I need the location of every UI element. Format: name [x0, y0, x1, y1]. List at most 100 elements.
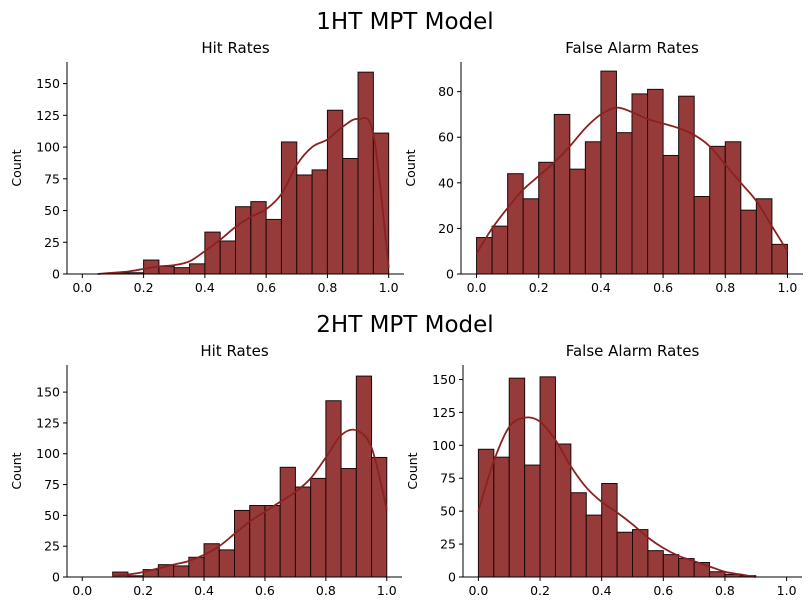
histogram-bar: [585, 514, 603, 578]
histogram-bar: [647, 550, 664, 578]
x-tick-label: 0.6: [255, 583, 275, 598]
histogram-bar: [219, 240, 236, 275]
x-tick-label: 0.2: [133, 583, 153, 598]
y-tick-label: 75: [440, 471, 456, 486]
histogram-bar: [508, 377, 526, 578]
y-tick-label: 50: [44, 203, 60, 218]
x-tick-label: 1.0: [777, 583, 797, 598]
histogram-bar: [311, 169, 328, 275]
panel-1ht-hit-rates: Hit Rates 0.0 0.2 0.4 0.6 0.8 1.0 0 25 50 75 100 125…: [9, 39, 404, 295]
x-tick-label: 0.2: [529, 280, 549, 295]
histogram-bar: [755, 198, 773, 275]
x-tick-label: 1.0: [778, 280, 798, 295]
histogram-bar: [647, 88, 664, 275]
histogram-bar: [265, 218, 282, 275]
y-tick-label: 100: [36, 446, 60, 461]
histogram-bar: [616, 531, 634, 578]
histogram-bar: [173, 267, 191, 275]
x-tick-label: 0.8: [317, 280, 337, 295]
histogram-bar: [357, 71, 374, 275]
histogram-bar: [584, 141, 602, 275]
y-tick-label: 125: [36, 415, 60, 430]
histogram-bar: [173, 565, 190, 578]
y-tick-label: 20: [438, 221, 454, 236]
histogram-bar: [553, 113, 571, 275]
x-tick-label: 0.4: [195, 280, 215, 295]
x-tick-label: 0.2: [134, 280, 154, 295]
histogram-bar: [189, 263, 206, 275]
y-tick-label: 60: [438, 130, 454, 145]
panel-title: False Alarm Rates: [566, 342, 700, 360]
y-tick-label: 150: [36, 385, 60, 400]
x-tick-label: 0.8: [715, 280, 735, 295]
histogram-bar: [280, 141, 298, 275]
y-tick-label: 75: [44, 477, 60, 492]
histogram-bar: [709, 571, 726, 578]
y-tick-label: 150: [432, 372, 456, 387]
kde-curve: [477, 416, 756, 578]
panel-1ht-false-alarm-rates: False Alarm Rates 0.0 0.2 0.4 0.6 0.8 1.0 0 20 40…: [403, 39, 803, 295]
histogram-bar: [491, 225, 509, 275]
y-tick-label: 0: [52, 267, 60, 282]
y-tick-label: 0: [446, 267, 454, 282]
histogram-bar: [693, 195, 711, 275]
y-tick-label: 80: [438, 84, 454, 99]
x-tick-label: 0.6: [653, 583, 673, 598]
kde-curve: [112, 428, 388, 577]
histogram-bar: [279, 466, 296, 578]
y-axis-label: Count: [9, 149, 24, 186]
histogram-bar: [600, 70, 617, 275]
y-axis-label: Count: [9, 452, 24, 489]
x-tick-label: 1.0: [379, 280, 399, 295]
x-tick-label: 0.0: [467, 280, 487, 295]
histogram-bar: [340, 468, 357, 578]
panel-title: False Alarm Rates: [565, 39, 699, 57]
chart-panels: Hit Rates 0.0 0.2 0.4 0.6 0.8 1.0 0 25 50 75 100 125…: [9, 39, 803, 598]
x-tick-label: 0.8: [316, 583, 336, 598]
y-tick-label: 50: [440, 504, 456, 519]
histogram-bar: [569, 168, 586, 275]
bottom-model-title: 2HT MPT Model: [316, 312, 493, 338]
histogram-bar: [601, 483, 618, 578]
panel-title: Hit Rates: [200, 342, 268, 360]
histogram-bar: [218, 549, 236, 578]
histogram-bar: [234, 509, 251, 578]
histogram-bar: [662, 554, 680, 578]
y-tick-label: 100: [36, 140, 60, 155]
x-tick-label: 0.0: [72, 280, 92, 295]
x-tick-label: 0.6: [256, 280, 276, 295]
y-tick-label: 100: [432, 438, 456, 453]
histogram-bar: [507, 173, 524, 275]
y-axis-label: Count: [403, 149, 418, 186]
histogram-bar: [570, 492, 587, 578]
kde-curve: [475, 106, 789, 254]
y-tick-label: 25: [44, 235, 60, 250]
x-tick-label: 0.4: [591, 280, 611, 295]
panel-title: Hit Rates: [201, 39, 269, 57]
histogram-bar: [662, 154, 680, 275]
histogram-bar: [235, 206, 252, 275]
y-tick-label: 25: [440, 537, 456, 552]
histogram-bar: [538, 161, 555, 275]
histogram-bar: [326, 109, 344, 275]
y-tick-label: 150: [36, 76, 60, 91]
x-tick-label: 0.4: [194, 583, 214, 598]
histogram-bar: [342, 157, 359, 275]
panel-2ht-hit-rates: Hit Rates 0.0 0.2 0.4 0.6 0.8 1.0 0 25 50 75 100 125…: [9, 342, 402, 598]
histogram-bar: [294, 486, 312, 578]
histogram-bar: [631, 93, 649, 275]
y-tick-label: 0: [52, 570, 60, 585]
x-tick-label: 0.2: [530, 583, 550, 598]
y-tick-label: 125: [36, 108, 60, 123]
histogram-bar: [524, 464, 541, 578]
histogram-bar: [264, 505, 281, 578]
histogram-bar: [204, 231, 221, 275]
histogram-bar: [740, 209, 757, 275]
y-tick-label: 75: [44, 171, 60, 186]
y-tick-label: 125: [432, 405, 456, 420]
histogram-bar: [724, 141, 742, 275]
y-tick-label: 50: [44, 508, 60, 523]
histogram-bar: [476, 237, 493, 275]
y-tick-label: 40: [438, 175, 454, 190]
